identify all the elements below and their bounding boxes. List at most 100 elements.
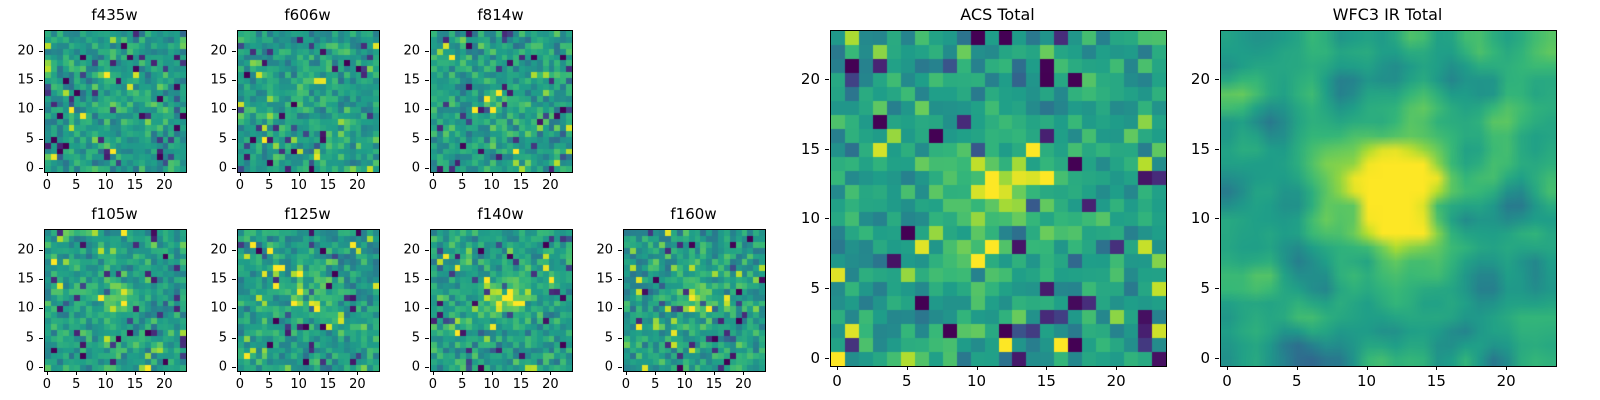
tick-mark: [232, 50, 236, 52]
x-tick-label: 10: [483, 377, 500, 392]
tick-mark: [298, 172, 300, 176]
tick-mark: [1366, 366, 1368, 370]
x-tick-label: 5: [72, 377, 81, 392]
tick-mark: [76, 172, 78, 176]
tick-mark: [521, 371, 523, 375]
tick-mark: [357, 371, 359, 375]
y-tick-label: 20: [596, 242, 613, 258]
tick-mark: [232, 168, 236, 170]
heatmap-canvas-f606w: [237, 30, 380, 173]
tick-mark: [425, 308, 429, 310]
x-tick-label: 10: [483, 178, 500, 193]
y-tick-label: 0: [411, 359, 420, 375]
x-tick-label: 0: [42, 178, 52, 193]
tick-mark: [1215, 78, 1219, 80]
tick-mark: [550, 371, 552, 375]
x-tick-label: 0: [235, 377, 245, 392]
tick-mark: [618, 308, 622, 310]
x-tick-label: 0: [235, 178, 245, 193]
y-tick-label: 15: [800, 139, 820, 158]
tick-mark: [39, 50, 43, 52]
x-tick-label: 15: [512, 178, 530, 193]
tick-mark: [825, 288, 829, 290]
y-tick-label: 5: [1200, 279, 1210, 298]
tick-mark: [425, 337, 429, 339]
x-tick-label: 20: [349, 377, 366, 392]
heatmap-canvas-f125w: [237, 229, 380, 372]
x-tick-label: 20: [349, 178, 366, 193]
tick-mark: [618, 278, 622, 280]
tick-mark: [1506, 366, 1508, 370]
tick-mark: [425, 79, 429, 81]
x-tick-label: 5: [265, 377, 274, 392]
y-tick-label: 0: [218, 160, 227, 176]
y-tick-label: 5: [218, 131, 227, 147]
y-tick-label: 15: [403, 271, 420, 287]
tick-mark: [46, 172, 48, 176]
tick-mark: [232, 249, 236, 251]
tick-mark: [232, 109, 236, 111]
y-tick-label: 5: [604, 330, 613, 346]
panel-title: f105w: [91, 205, 138, 223]
x-tick-label: 10: [97, 178, 114, 193]
tick-mark: [269, 172, 271, 176]
y-tick-label: 10: [403, 300, 420, 316]
y-tick-label: 20: [210, 43, 227, 59]
y-tick-label: 10: [1190, 209, 1210, 228]
tick-mark: [164, 371, 166, 375]
tick-mark: [521, 172, 523, 176]
y-tick-label: 20: [17, 43, 34, 59]
tick-mark: [618, 367, 622, 369]
y-tick-label: 20: [403, 43, 420, 59]
tick-mark: [105, 172, 107, 176]
x-tick-label: 15: [126, 377, 144, 392]
tick-mark: [655, 371, 657, 375]
x-tick-label: 15: [512, 377, 530, 392]
tick-mark: [425, 168, 429, 170]
x-tick-label: 5: [651, 377, 660, 392]
tick-mark: [239, 371, 241, 375]
x-tick-label: 20: [735, 377, 752, 392]
y-tick-label: 10: [800, 209, 820, 228]
x-tick-label: 15: [1036, 372, 1056, 390]
tick-mark: [618, 337, 622, 339]
x-tick-label: 20: [156, 377, 173, 392]
heatmap-canvas-f160w: [623, 229, 766, 372]
tick-mark: [232, 367, 236, 369]
x-tick-label: 10: [290, 377, 307, 392]
tick-mark: [1296, 366, 1298, 370]
tick-mark: [462, 371, 464, 375]
tick-mark: [232, 308, 236, 310]
tick-mark: [432, 371, 434, 375]
tick-mark: [462, 172, 464, 176]
y-tick-label: 10: [403, 101, 420, 117]
tick-mark: [825, 78, 829, 80]
y-tick-label: 10: [17, 101, 34, 117]
y-tick-label: 5: [810, 279, 820, 298]
y-tick-label: 15: [210, 271, 227, 287]
tick-mark: [39, 138, 43, 140]
panel-title: f435w: [91, 6, 138, 24]
tick-mark: [425, 50, 429, 52]
panel-title: WFC3 IR Total: [1332, 5, 1443, 24]
tick-mark: [425, 278, 429, 280]
tick-mark: [491, 172, 493, 176]
x-tick-label: 10: [676, 377, 693, 392]
tick-mark: [328, 172, 330, 176]
panel-title: f140w: [477, 205, 524, 223]
x-tick-label: 0: [1222, 372, 1232, 390]
tick-mark: [39, 168, 43, 170]
y-tick-label: 10: [210, 101, 227, 117]
y-tick-label: 15: [403, 72, 420, 88]
tick-mark: [425, 109, 429, 111]
tick-mark: [39, 79, 43, 81]
x-tick-label: 5: [458, 377, 467, 392]
y-tick-label: 20: [210, 242, 227, 258]
tick-mark: [357, 172, 359, 176]
y-tick-label: 0: [411, 160, 420, 176]
heatmap-canvas-f105w: [44, 229, 187, 372]
tick-mark: [1116, 366, 1118, 370]
y-tick-label: 20: [1190, 69, 1210, 88]
x-tick-label: 0: [428, 178, 438, 193]
tick-mark: [1436, 366, 1438, 370]
